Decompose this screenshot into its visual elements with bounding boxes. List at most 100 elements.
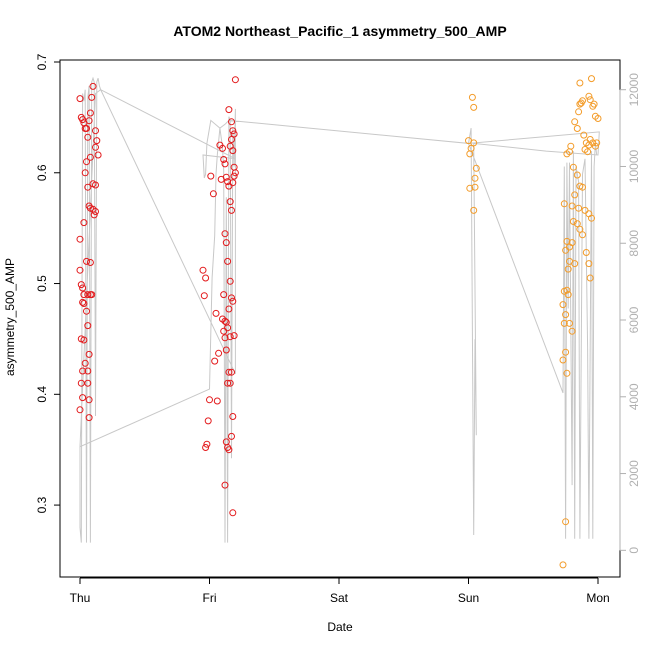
data-point [213,397,221,405]
data-point [472,164,480,172]
data-point [80,300,88,307]
data-point [84,183,92,191]
data-point [229,413,237,420]
data-point [564,265,572,273]
data-point [571,260,579,268]
data-point [230,130,238,138]
data-point [590,100,598,108]
data-point [586,274,594,282]
data-point [80,336,88,344]
data-point [229,147,237,155]
data-point [582,249,590,256]
data-point [76,406,84,414]
data-point [470,139,478,147]
x-tick-label: Fri [203,591,217,605]
y2-tick-label: 2000 [627,460,641,487]
data-point [94,151,102,159]
data-point [85,117,93,125]
data-point [76,235,84,243]
data-point [224,257,232,265]
y-tick-label: 0.4 [35,386,49,403]
data-point [229,297,237,305]
data-point [90,211,98,219]
data-point [81,169,89,177]
y2-tick-label: 0 [627,547,641,554]
data-point [203,440,211,448]
data-point [228,294,235,302]
data-point [225,182,233,190]
data-point [566,319,573,327]
data-point [81,359,89,367]
y-tick-label: 0.7 [35,53,49,70]
data-point [85,396,93,404]
y2-tick-label: 8000 [627,230,641,257]
data-point [215,349,223,357]
chart-title: ATOM2 Northeast_Pacific_1 asymmetry_500_… [173,23,506,39]
data-point [571,191,579,199]
data-point [564,291,572,299]
data-point [569,218,577,225]
data-point [204,417,212,425]
y2-axis: 0 2000 4000 6000 8000 10000 12000 [619,73,641,554]
y-tick-label: 0.5 [35,275,49,292]
data-point [563,237,571,245]
data-point [207,172,215,180]
data-point [591,142,599,150]
x-tick-label: Mon [586,591,609,605]
data-point [222,346,230,354]
data-point [228,136,235,143]
data-point [200,292,208,300]
data-point [229,179,237,187]
data-point [230,332,238,340]
data-point [79,298,87,306]
data-point [226,198,234,206]
data-point [86,153,94,161]
data-point [576,79,584,87]
data-point [575,204,583,212]
data-point [92,208,99,215]
data-point [562,311,570,319]
data-point [79,116,87,124]
data-point [229,127,237,135]
data-point [562,348,570,356]
data-point [93,137,101,145]
data-point [594,115,602,122]
data-point [228,368,235,376]
data-point [560,200,568,208]
y-tick-label: 0.6 [35,164,49,181]
data-point [84,322,92,330]
data-point [573,171,581,179]
data-point [221,230,229,238]
data-point [209,190,217,198]
data-point [83,158,90,166]
data-point [88,291,96,299]
data-point [220,156,228,163]
data-point [230,163,238,171]
data-point [88,93,96,101]
data-point [579,97,586,105]
data-point [575,108,583,116]
data-point [567,142,575,150]
data-point [212,309,220,317]
data-point [573,125,581,132]
data-point [76,266,84,274]
data-point [231,76,239,84]
data-point [226,333,234,341]
data-point [219,144,226,152]
data-point [228,432,235,440]
data-point [224,178,232,186]
data-point [206,396,213,404]
y-tick-label: 0.3 [35,496,49,513]
data-point [79,367,87,375]
data-point [199,266,207,274]
y-axis: 0.3 0.4 0.5 0.6 0.7 [35,53,61,513]
data-point [83,257,90,265]
data-point [77,281,85,289]
data-point [83,125,90,132]
data-point [585,260,593,268]
y2-tick-label: 12000 [627,73,641,107]
data-point [84,367,92,375]
data-point [76,95,84,103]
data-point [220,291,228,299]
